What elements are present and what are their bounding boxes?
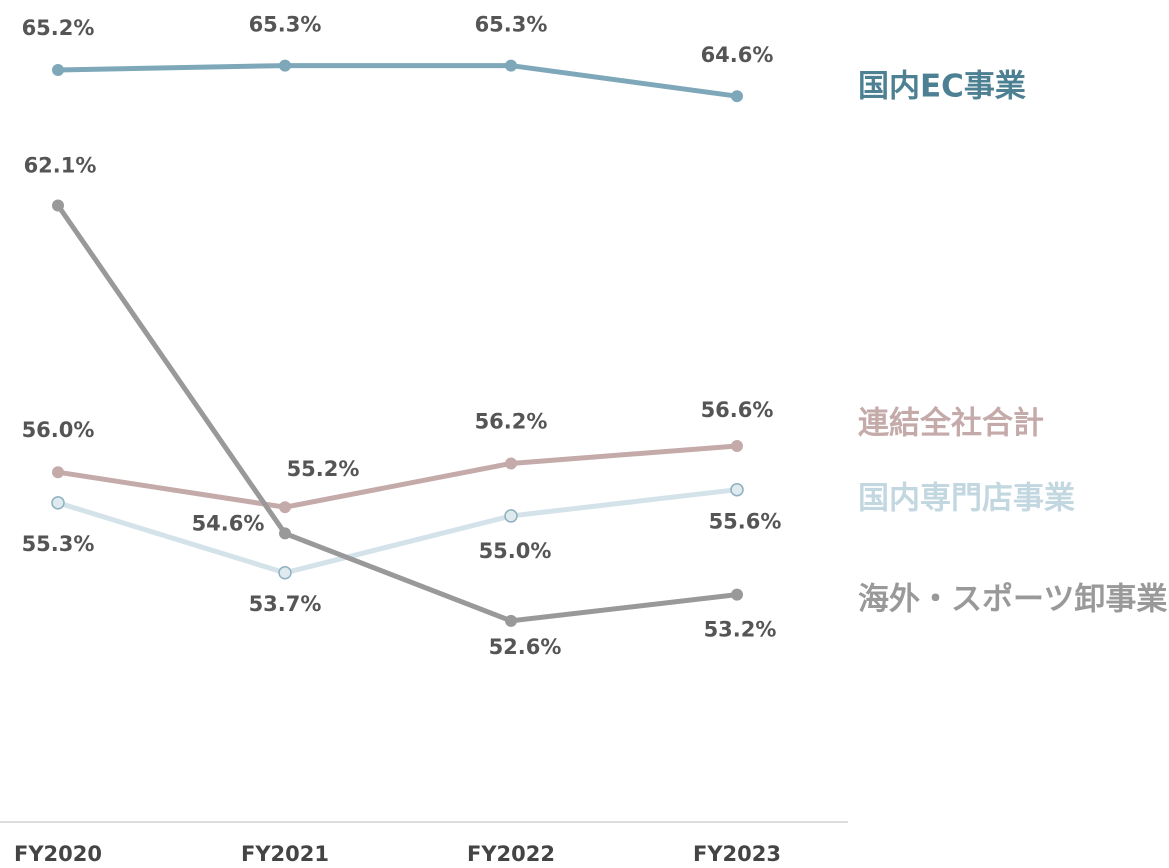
value-label: 53.7%	[249, 592, 322, 616]
legend-label: 連結全社合計	[858, 406, 1044, 442]
value-label: 55.3%	[22, 532, 95, 556]
value-label: 65.3%	[475, 13, 548, 37]
point	[505, 457, 517, 470]
line	[57, 63, 738, 99]
value-label: 56.2%	[475, 409, 548, 433]
value-label: 62.1%	[24, 154, 97, 178]
point	[51, 496, 65, 510]
value-label: 56.0%	[22, 418, 95, 442]
point	[504, 509, 518, 523]
line	[55, 204, 738, 624]
value-label: 55.2%	[287, 457, 360, 481]
value-label: 65.2%	[22, 16, 95, 40]
point	[52, 199, 64, 212]
x-tick-label: FY2023	[693, 842, 781, 866]
point	[730, 482, 744, 497]
value-label: 55.0%	[479, 539, 552, 563]
value-label: 55.6%	[709, 510, 782, 534]
line	[57, 443, 738, 510]
x-tick-label: FY2022	[467, 842, 555, 866]
value-label: 56.6%	[701, 398, 774, 422]
point	[52, 466, 64, 479]
point	[279, 501, 291, 514]
point	[731, 90, 743, 103]
value-label: 64.6%	[701, 43, 774, 67]
line	[57, 487, 738, 576]
point	[505, 614, 517, 627]
point	[731, 439, 743, 452]
legend-label: 海外・スポーツ卸事業	[858, 582, 1167, 618]
value-label: 54.6%	[192, 511, 265, 535]
point	[731, 588, 743, 601]
legend-label: 国内専門店事業	[858, 481, 1075, 517]
value-label: 53.2%	[704, 618, 777, 642]
point	[278, 566, 292, 580]
point	[505, 59, 517, 72]
value-label: 65.3%	[249, 13, 322, 37]
legend-label: 国内EC事業	[858, 69, 1026, 105]
point	[279, 527, 291, 540]
point	[52, 63, 64, 76]
x-tick-label: FY2021	[241, 842, 329, 866]
point	[279, 59, 291, 72]
value-label: 52.6%	[489, 635, 562, 659]
x-tick-label: FY2020	[14, 842, 102, 866]
